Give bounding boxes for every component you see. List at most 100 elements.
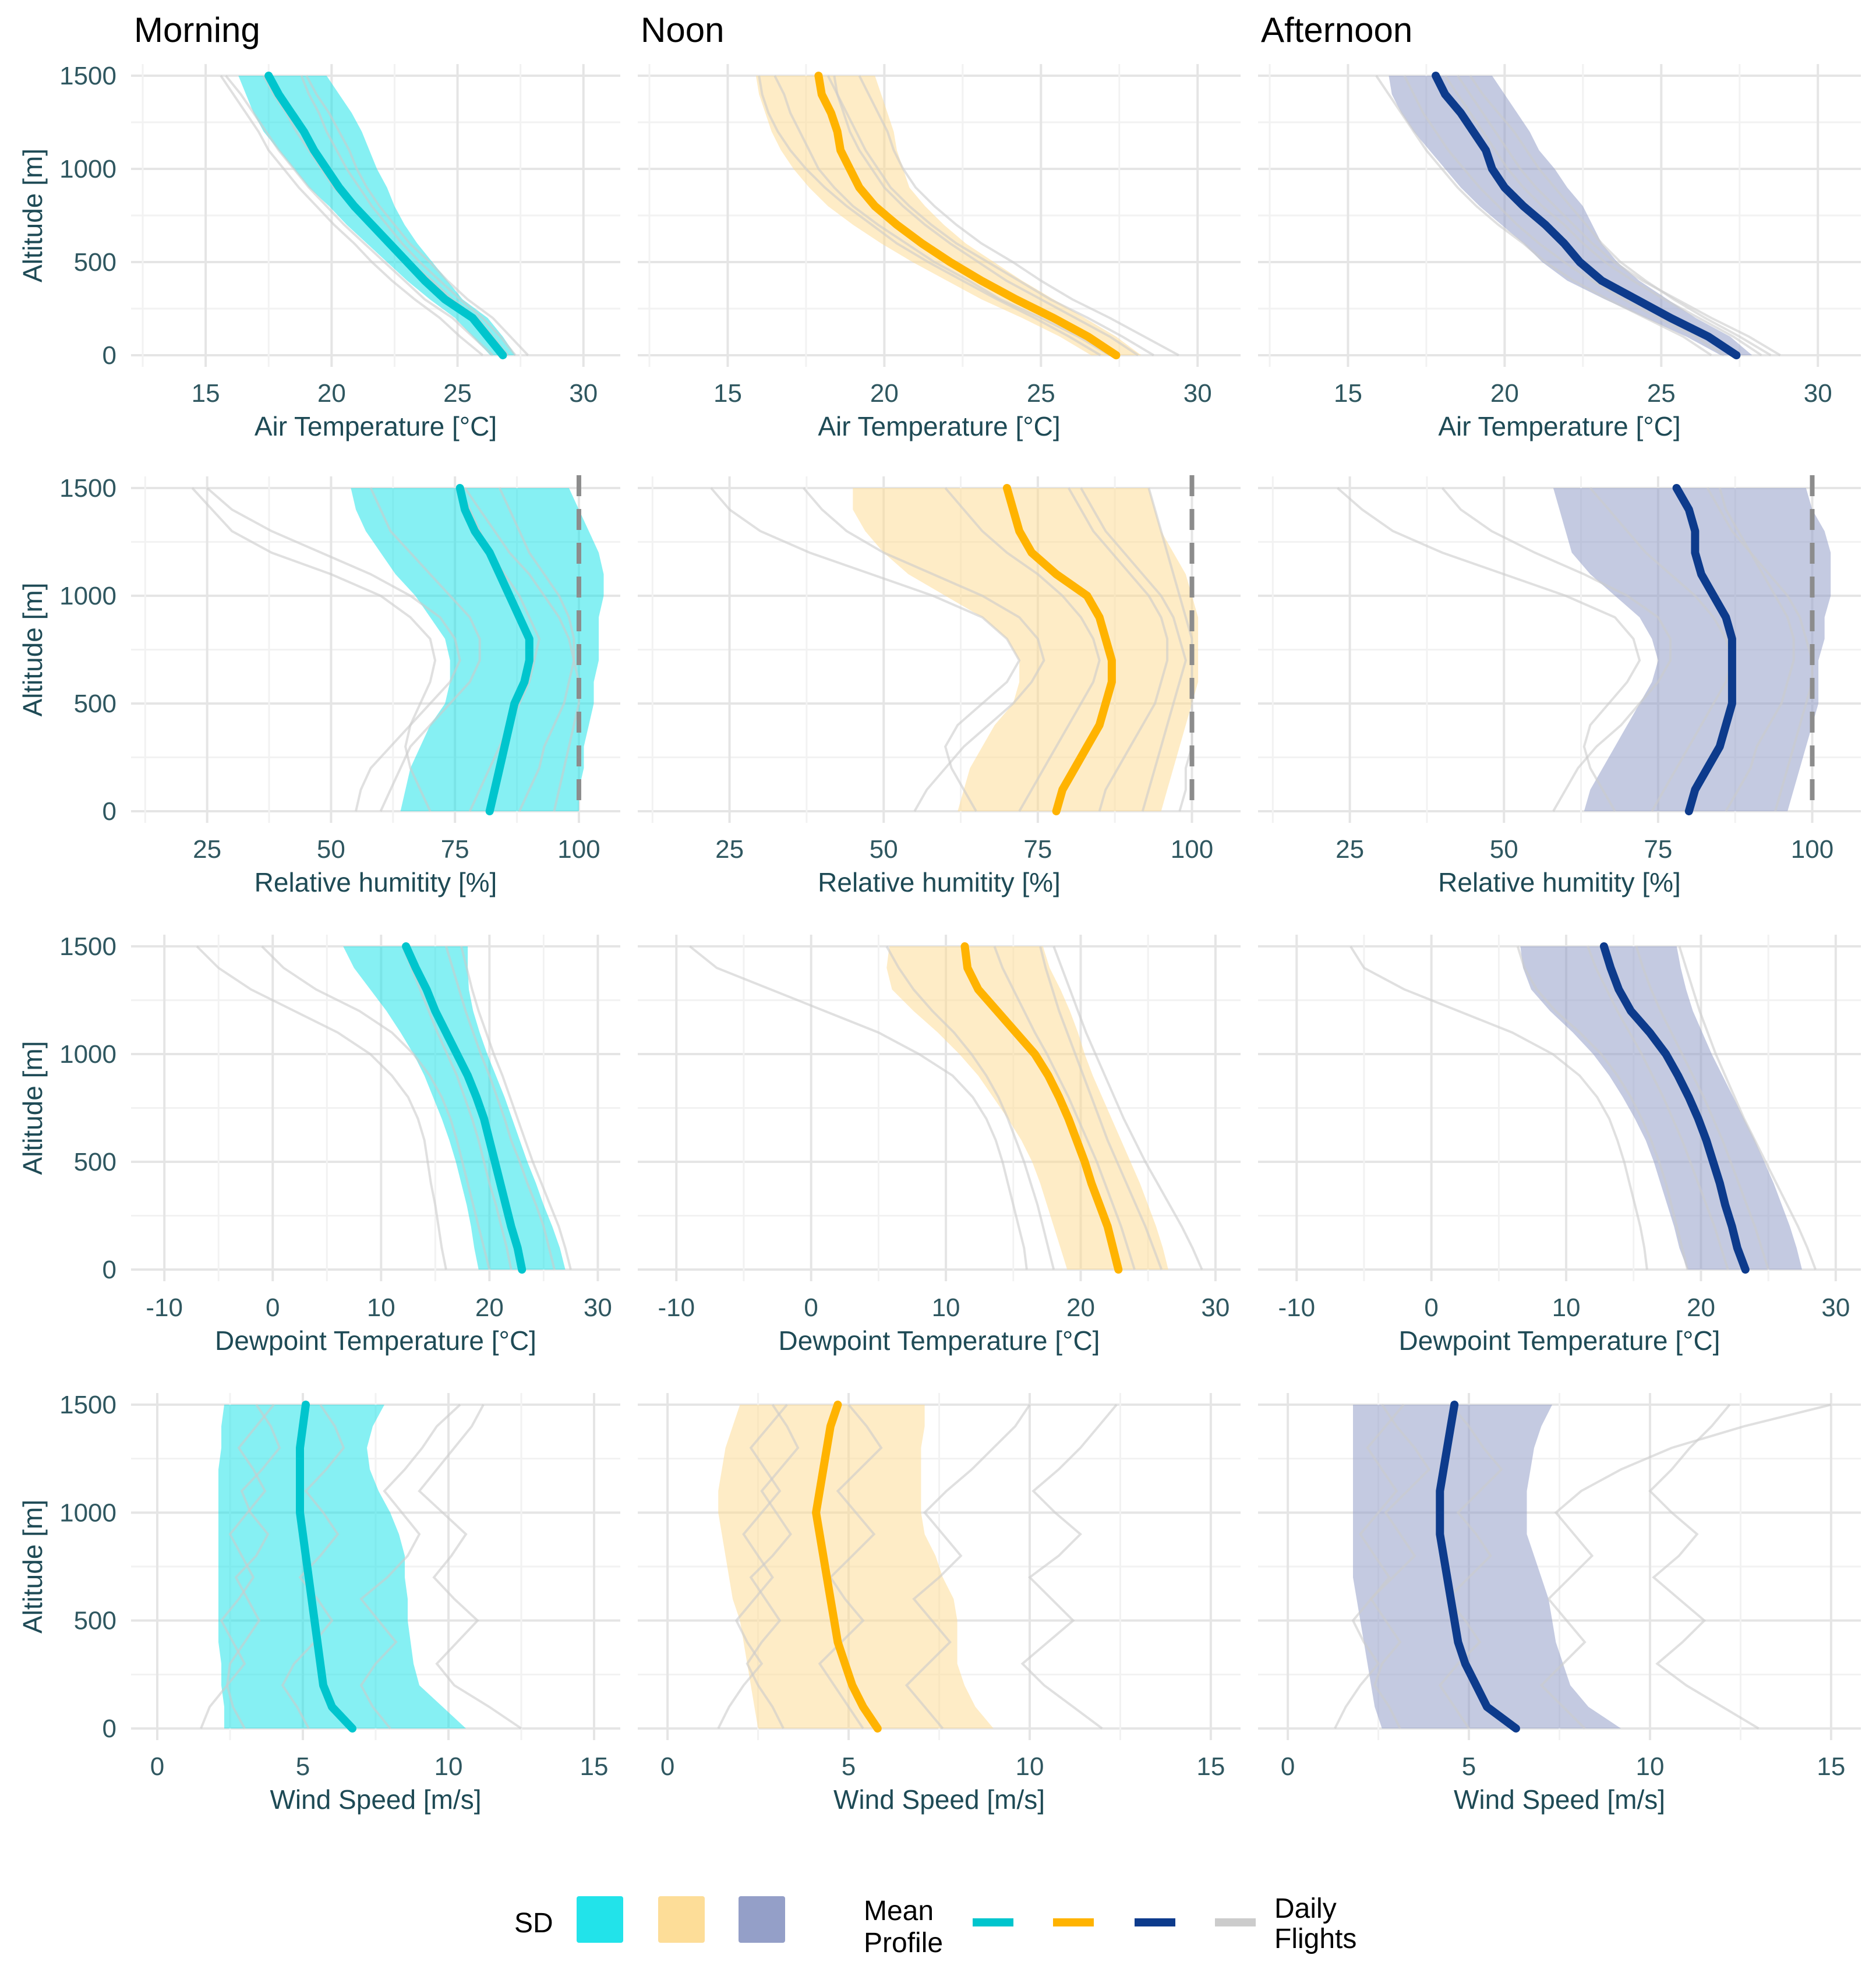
y-tick-label-air_temperature-1000: 1000 — [59, 155, 116, 183]
daily-flight-line-dewpoint_temperature-morning-3 — [261, 945, 491, 1270]
daily-flight-line-relative_humidity-morning-2 — [369, 487, 481, 812]
daily-flight-line-wind_speed-morning-1 — [359, 1404, 461, 1730]
daily-flight-line-air_temperature-noon-0 — [826, 75, 1154, 356]
mean-profile-line-relative_humidity-afternoon — [1672, 484, 1736, 815]
legend-mean-label-line2: Profile — [864, 1928, 943, 1959]
x-tick-label-relative_humidity-afternoon-3: 100 — [1791, 835, 1833, 864]
sd-ribbon-relative_humidity-afternoon — [1553, 488, 1831, 811]
sd-ribbon-air_temperature-noon — [755, 76, 1142, 355]
x-tick-label-relative_humidity-afternoon-2: 75 — [1644, 835, 1672, 864]
x-tick-label-air_temperature-afternoon-2: 25 — [1647, 379, 1676, 408]
x-tick-label-air_temperature-afternoon-1: 20 — [1490, 379, 1519, 408]
y-tick-label-relative_humidity-500: 500 — [74, 690, 116, 718]
daily-flight-line-air_temperature-noon-2 — [833, 75, 1139, 356]
daily-flight-line-wind_speed-afternoon-0 — [1369, 1404, 1431, 1729]
mean-profile-line-dewpoint_temperature-afternoon — [1599, 942, 1750, 1274]
y-axis-title-air_temperature: Altitude [m] — [17, 149, 48, 282]
daily-flight-line-air_temperature-noon-1 — [758, 75, 1101, 356]
x-tick-label-relative_humidity-morning-2: 75 — [441, 835, 469, 864]
mean-profile-line-air_temperature-noon — [814, 72, 1121, 359]
daily-flight-line-air_temperature-morning-0 — [300, 75, 517, 356]
x-axis-title-air_temperature-afternoon: Air Temperature [°C] — [1438, 411, 1680, 441]
x-tick-label-dewpoint_temperature-afternoon-3: 20 — [1687, 1293, 1715, 1322]
x-tick-label-relative_humidity-noon-1: 50 — [870, 835, 898, 864]
panel-dewpoint_temperature-afternoon: -10 0 10 20 30 Dewpoint Temperature [°C] — [1258, 935, 1861, 1356]
daily-flight-line-relative_humidity-morning-4 — [206, 487, 461, 812]
daily-flight-line-wind_speed-noon-3 — [818, 1404, 883, 1730]
x-axis-title-relative_humidity-afternoon: Relative humitity [%] — [1438, 867, 1681, 897]
daily-flight-line-wind_speed-morning-2 — [418, 1404, 522, 1730]
legend-flights-label-line2: Flights — [1274, 1924, 1356, 1954]
x-tick-label-dewpoint_temperature-noon-4: 30 — [1201, 1293, 1230, 1322]
panel-wind_speed-noon: 0 5 10 15 Wind Speed [m/s] — [638, 1393, 1241, 1815]
daily-flight-line-air_temperature-afternoon-1 — [1375, 75, 1712, 356]
sd-ribbon-dewpoint_temperature-noon — [886, 946, 1168, 1270]
y-tick-label-air_temperature-0: 0 — [103, 341, 116, 370]
panel-air_temperature-afternoon: 15 20 25 30 Air Temperature [°C] — [1258, 64, 1861, 441]
daily-flight-line-relative_humidity-noon-2 — [803, 487, 1045, 812]
x-axis-title-wind_speed-morning: Wind Speed [m/s] — [270, 1784, 481, 1815]
daily-flight-line-relative_humidity-afternoon-1 — [1706, 487, 1814, 812]
y-tick-label-wind_speed-1000: 1000 — [59, 1498, 116, 1527]
y-axis-title-wind_speed: Altitude [m] — [17, 1500, 48, 1634]
x-tick-label-air_temperature-noon-0: 15 — [713, 379, 742, 408]
daily-flight-line-dewpoint_temperature-morning-1 — [196, 945, 447, 1270]
daily-flight-line-wind_speed-afternoon-4 — [1334, 1404, 1405, 1729]
panel-wind_speed-morning: 0 5 10 15 Wind Speed [m/s] — [131, 1393, 620, 1815]
legend-mean-label-line1: Mean — [864, 1896, 934, 1926]
daily-flight-line-relative_humidity-morning-1 — [464, 487, 580, 812]
daily-flight-line-dewpoint_temperature-noon-1 — [689, 945, 1028, 1270]
x-axis-title-dewpoint_temperature-morning: Dewpoint Temperature [°C] — [215, 1325, 536, 1356]
x-tick-label-dewpoint_temperature-morning-4: 30 — [584, 1293, 612, 1322]
x-axis-title-dewpoint_temperature-noon: Dewpoint Temperature [°C] — [779, 1325, 1100, 1356]
x-tick-label-dewpoint_temperature-morning-0: -10 — [146, 1293, 183, 1322]
panel-dewpoint_temperature-morning: -10 0 10 20 30 Dewpoint Temperature [°C] — [131, 935, 620, 1356]
mean-profile-line-air_temperature-morning — [264, 72, 507, 359]
panel-wind_speed-afternoon: 0 5 10 15 Wind Speed [m/s] — [1258, 1393, 1861, 1815]
panel-air_temperature-morning: 15 20 25 30 Air Temperature [°C] — [131, 64, 620, 441]
daily-flight-line-dewpoint_temperature-morning-2 — [401, 946, 513, 1270]
daily-flight-line-air_temperature-morning-2 — [305, 75, 529, 356]
x-tick-label-wind_speed-afternoon-2: 10 — [1635, 1752, 1664, 1781]
daily-flight-line-dewpoint_temperature-noon-0 — [1052, 946, 1203, 1270]
daily-flight-line-relative_humidity-noon-0 — [710, 487, 1021, 812]
daily-flight-line-air_temperature-noon-4 — [858, 75, 1179, 356]
daily-flight-line-relative_humidity-noon-4 — [944, 487, 1101, 812]
daily-flight-line-relative_humidity-morning-0 — [191, 487, 437, 812]
mean-profile-line-wind_speed-morning — [296, 1401, 356, 1733]
x-tick-label-relative_humidity-morning-0: 25 — [193, 835, 221, 864]
legend-sd-swatch-noon — [658, 1896, 705, 1943]
daily-flight-line-dewpoint_temperature-afternoon-4 — [1516, 946, 1689, 1270]
mean-profile-line-relative_humidity-noon — [1002, 484, 1116, 815]
y-tick-label-dewpoint_temperature-500: 500 — [74, 1148, 116, 1176]
x-tick-label-relative_humidity-afternoon-0: 25 — [1336, 835, 1364, 864]
daily-flight-line-dewpoint_temperature-afternoon-2 — [1587, 946, 1729, 1270]
x-tick-label-wind_speed-noon-0: 0 — [660, 1752, 674, 1781]
y-tick-label-air_temperature-500: 500 — [74, 248, 116, 277]
x-tick-label-relative_humidity-noon-0: 25 — [715, 835, 744, 864]
daily-flight-line-dewpoint_temperature-noon-2 — [993, 946, 1136, 1270]
daily-flight-line-wind_speed-afternoon-3 — [1438, 1404, 1503, 1730]
x-tick-label-dewpoint_temperature-noon-2: 10 — [932, 1293, 960, 1322]
mean-profile-line-dewpoint_temperature-noon — [960, 942, 1123, 1274]
x-tick-label-relative_humidity-noon-2: 75 — [1023, 835, 1052, 864]
daily-flight-line-relative_humidity-noon-1 — [1080, 487, 1187, 812]
x-tick-label-air_temperature-noon-3: 30 — [1183, 379, 1212, 408]
y-tick-label-wind_speed-1500: 1500 — [59, 1391, 116, 1419]
x-tick-label-relative_humidity-noon-3: 100 — [1171, 835, 1213, 864]
daily-flight-line-air_temperature-afternoon-4 — [1469, 75, 1772, 356]
column-title-morning: Morning — [134, 10, 260, 50]
x-tick-label-air_temperature-afternoon-3: 30 — [1804, 379, 1832, 408]
legend: SD Mean Profile Daily Flights — [514, 1893, 1356, 1959]
x-tick-label-wind_speed-afternoon-0: 0 — [1281, 1752, 1295, 1781]
column-title-noon: Noon — [641, 10, 724, 50]
daily-flight-line-relative_humidity-morning-3 — [498, 487, 575, 812]
x-tick-label-relative_humidity-morning-3: 100 — [557, 835, 600, 864]
x-tick-label-wind_speed-noon-2: 10 — [1015, 1752, 1044, 1781]
daily-flight-line-wind_speed-noon-2 — [1020, 1404, 1118, 1730]
y-tick-label-wind_speed-0: 0 — [103, 1714, 116, 1743]
daily-flight-line-dewpoint_temperature-afternoon-3 — [1635, 946, 1770, 1270]
panel-relative_humidity-morning: 25 50 75 100 Relative humitity [%] — [131, 475, 620, 897]
daily-flight-line-relative_humidity-afternoon-2 — [1441, 487, 1672, 812]
